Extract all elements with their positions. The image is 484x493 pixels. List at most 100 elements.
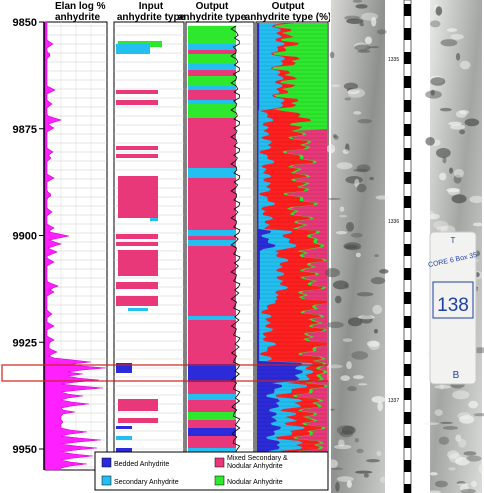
output-bedded-block: [188, 364, 204, 382]
core-depth-mark-3: 1337: [388, 398, 399, 404]
scale-bar-segment: [404, 364, 411, 376]
legend-frame: [94, 451, 329, 491]
core-texture-spot: [354, 438, 360, 443]
core-texture-spot: [373, 328, 378, 334]
scale-bar-segment: [404, 28, 411, 40]
depth-tick-label: 9900: [13, 231, 37, 243]
core-texture-spot: [357, 49, 371, 53]
header-output-line1: Output: [196, 1, 229, 12]
core-texture-spot: [472, 222, 484, 227]
pct-layer-bedded: [257, 23, 303, 469]
core-photo-panel: 1335 1336 1337 T CORE 6 Box 35 138 B: [325, 0, 484, 493]
header-elan-line2: anhydrite: [55, 12, 100, 23]
input-band: [116, 90, 158, 94]
output-band: [188, 70, 236, 76]
header-outpct-line2: anhydrite type (%): [245, 12, 332, 23]
core-texture-spot: [453, 168, 464, 178]
core-texture-spot: [344, 283, 350, 289]
core-texture-spot: [340, 375, 351, 381]
legend-swatch-mixed: [214, 457, 225, 468]
core-depth-mark-1: 1335: [388, 57, 399, 63]
input-band: [116, 154, 158, 158]
core-left-texture: [325, 0, 390, 492]
core-texture-spot: [331, 467, 344, 470]
core-texture-spot: [343, 82, 359, 90]
sample-tag-top: T: [451, 236, 456, 245]
legend-label-mixed-line1: Mixed Secondary &: [227, 455, 288, 462]
core-texture-spot: [326, 197, 341, 200]
core-texture-spot: [449, 167, 454, 174]
output-band: [188, 428, 236, 436]
output-band: [188, 64, 236, 70]
core-texture-spot: [435, 147, 451, 158]
input-band: [116, 242, 158, 246]
core-texture-spot: [429, 20, 441, 28]
core-texture-spot: [328, 459, 338, 468]
output-band: [188, 448, 236, 454]
input-bands: [116, 41, 162, 452]
core-texture-spot: [459, 415, 475, 424]
core-texture-spot: [357, 383, 368, 386]
core-texture-spot: [439, 172, 447, 181]
core-texture-spot: [434, 480, 448, 488]
core-texture-spot: [435, 6, 443, 16]
core-texture-spot: [456, 483, 470, 486]
core-texture-spot: [376, 29, 387, 35]
legend-label-bedded: Bedded Anhydrite: [114, 461, 169, 468]
core-texture-spot: [459, 60, 471, 70]
output-band: [188, 236, 236, 240]
core-texture-spot: [364, 36, 372, 45]
core-texture-spot: [376, 450, 382, 457]
core-texture-spot: [346, 221, 354, 232]
core-texture-spot: [341, 425, 356, 435]
core-texture-spot: [354, 470, 373, 474]
scale-bar-segment: [404, 484, 411, 493]
scale-bar-segment: [404, 244, 411, 256]
core-texture-spot: [428, 213, 440, 220]
output-band: [188, 436, 236, 448]
output-band: [188, 76, 236, 86]
header-output-line2: anhydrite type: [178, 12, 247, 23]
core-texture-spot: [348, 317, 363, 327]
core-texture-spot: [356, 183, 367, 193]
core-texture-spot: [448, 467, 456, 471]
core-texture-spot: [478, 463, 484, 474]
core-texture-spot: [346, 480, 352, 488]
sample-letter: B: [453, 370, 460, 381]
scale-bar-segment: [404, 4, 411, 16]
input-band: [118, 250, 158, 276]
core-texture-spot: [446, 28, 458, 32]
output-band: [188, 86, 236, 90]
scale-bar-segment: [404, 388, 411, 400]
core-texture-spot: [343, 242, 361, 251]
core-texture-spot: [352, 375, 365, 380]
core-texture-spot: [329, 51, 335, 59]
track-input: [113, 21, 185, 471]
core-texture-spot: [463, 451, 477, 456]
core-texture-spot: [369, 176, 374, 181]
core-texture-spot: [356, 448, 364, 454]
input-band: [116, 363, 132, 373]
core-texture-spot: [426, 490, 442, 493]
legend-label-nodular: Nodular Anhydrite: [227, 479, 283, 486]
core-texture-spot: [347, 386, 357, 392]
core-texture-spot: [334, 444, 352, 450]
core-texture-spot: [347, 89, 360, 95]
depth-tick-label: 9950: [13, 444, 37, 456]
output-band: [188, 394, 236, 400]
core-texture-spot: [453, 174, 462, 184]
core-texture-spot: [330, 408, 335, 411]
core-texture-spot: [425, 137, 435, 146]
core-texture-spot: [440, 39, 458, 47]
core-texture-spot: [355, 252, 361, 258]
core-texture-spot: [372, 304, 383, 315]
input-band: [116, 282, 158, 289]
core-texture-spot: [353, 168, 369, 172]
track-output: [185, 21, 255, 471]
output-band: [188, 118, 236, 168]
output-band: [188, 320, 236, 364]
core-texture-spot: [433, 220, 449, 230]
core-texture-spot: [363, 473, 369, 478]
